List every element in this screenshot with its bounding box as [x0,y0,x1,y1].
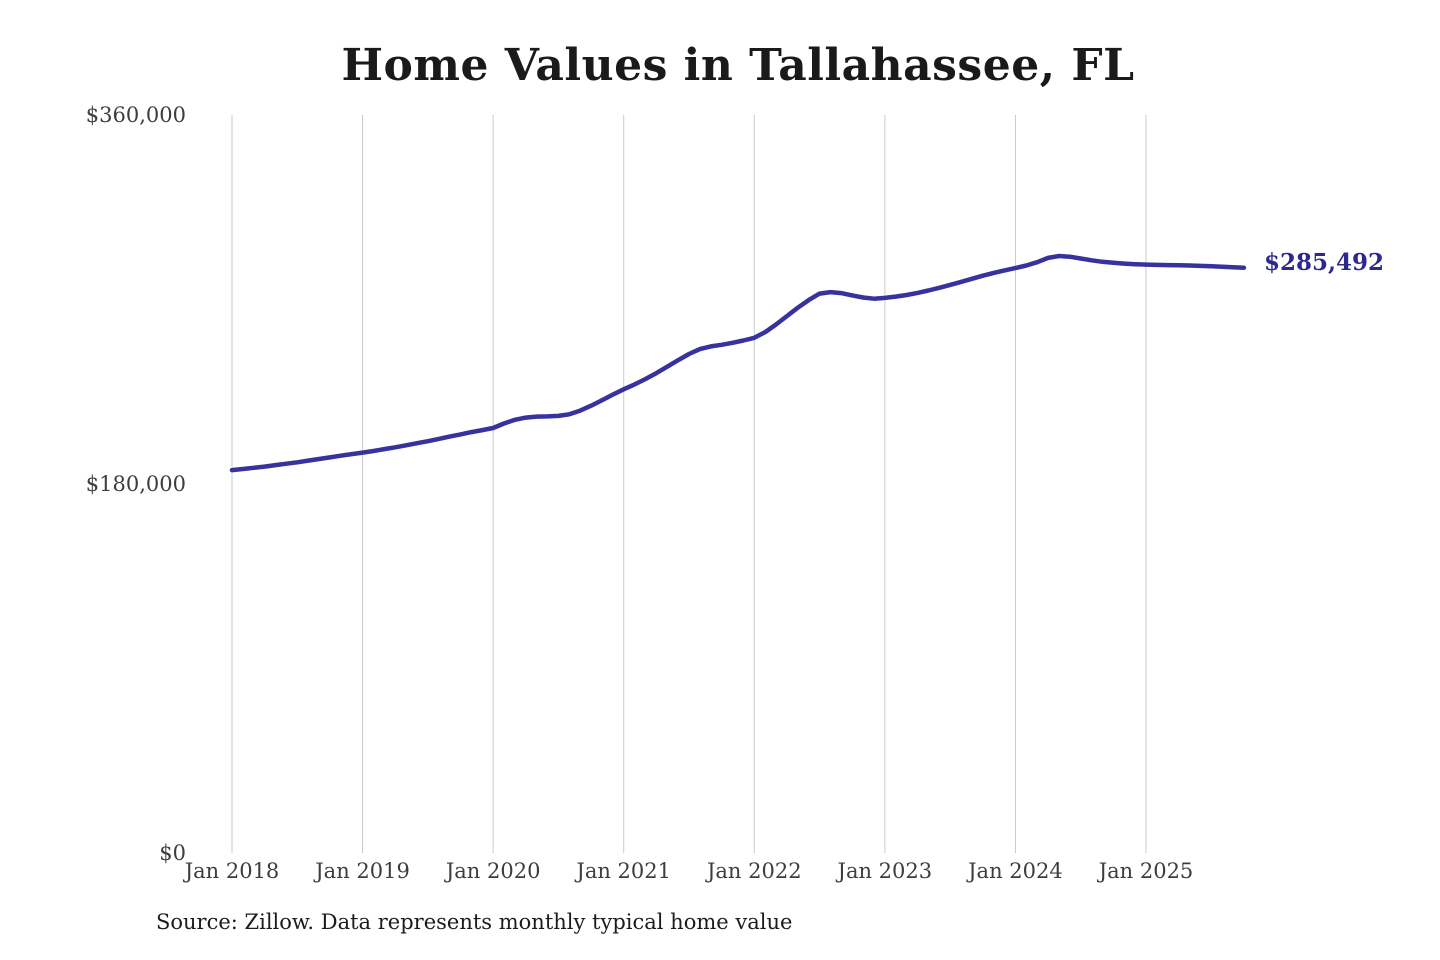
x-tick-label: Jan 2025 [1097,859,1194,883]
x-tick-label: Jan 2023 [836,859,933,883]
x-tick-label: Jan 2019 [313,859,410,883]
x-tick-label: Jan 2024 [966,859,1063,883]
x-tick-label: Jan 2022 [705,859,802,883]
source-note: Source: Zillow. Data represents monthly … [156,910,793,934]
chart-title: Home Values in Tallahassee, FL [341,40,1135,91]
latest-value-label: $285,492 [1264,249,1385,276]
y-tick-label: $180,000 [86,472,186,496]
x-tick-label: Jan 2020 [444,859,541,883]
x-tick-label: Jan 2021 [574,859,671,883]
home-value-line [229,253,1247,473]
x-tick-label: Jan 2018 [183,859,280,883]
y-tick-label: $0 [159,841,186,865]
y-tick-label: $360,000 [86,103,186,127]
